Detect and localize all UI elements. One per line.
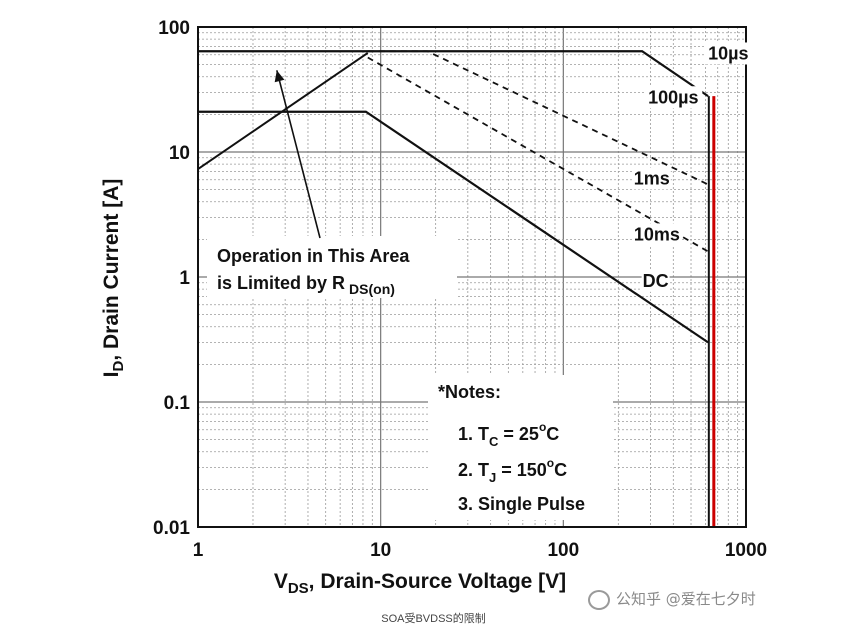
figure-caption: SOA受BVDSS的限制 — [381, 613, 486, 625]
y-tick-label: 10 — [169, 143, 190, 164]
annotation-box: Operation in This Area is Limited by R DS… — [217, 246, 410, 297]
x-tick-label: 1000 — [725, 540, 767, 561]
note-item-3: 3. Single Pulse — [458, 494, 585, 514]
y-axis-title: ID, Drain Current [A] — [100, 179, 127, 378]
watermark: 公知乎 @爱在七夕时 — [588, 588, 756, 610]
y-tick-label: 1 — [179, 268, 190, 289]
curve-labels: 10µs 100µs 1ms 10ms DC — [632, 42, 753, 292]
plot-border — [197, 26, 747, 528]
curve-label: 1ms — [634, 168, 670, 188]
curve-label: 10µs — [708, 43, 748, 63]
curve-label: 100µs — [648, 87, 698, 107]
annotation-background — [207, 236, 457, 298]
annotation-line1: Operation in This Area — [217, 246, 410, 266]
grid-lines — [197, 27, 746, 528]
note-item-1: 1. TC = 25oC — [458, 420, 559, 449]
series-line-rdson — [197, 52, 369, 170]
annotation-line2-main: is Limited by R — [217, 273, 345, 293]
curve-label: DC — [643, 271, 669, 291]
x-axis-title: VDS, Drain-Source Voltage [V] — [274, 570, 566, 597]
note-item-2: 2. TJ = 150oC — [458, 456, 567, 485]
y-tick-label: 100 — [158, 18, 190, 39]
y-tick-label: 0.1 — [164, 393, 191, 414]
y-tick-label: 0.01 — [153, 518, 190, 539]
plot-frame — [197, 26, 747, 528]
annotation-arrow-head-icon — [274, 70, 285, 83]
curve-label-background — [632, 223, 681, 246]
curve-label-background — [644, 86, 703, 109]
x-tick-label: 1 — [193, 540, 204, 561]
curve-label-background — [641, 269, 670, 292]
curve-label: 10ms — [634, 224, 680, 244]
curve-label-background — [704, 42, 753, 65]
soa-chart: 1 10 100 1000 0.01 0.1 1 10 100 10µs 100µs 1ms 10ms… — [100, 18, 767, 597]
x-tick-label: 10 — [370, 540, 391, 561]
watermark-text: 公知乎 @爱在七夕时 — [616, 590, 756, 608]
notes-box: *Notes: 1. TC = 25oC 2. TJ = 150oC 3. Si… — [438, 382, 585, 514]
notes-background — [428, 375, 613, 520]
series-line-dc — [198, 110, 709, 344]
series-line-10s — [198, 50, 709, 98]
annotation-line2: is Limited by R DS(on) — [217, 273, 395, 297]
tick-labels: 1 10 100 1000 0.01 0.1 1 10 100 — [153, 18, 767, 561]
x-tick-label: 100 — [547, 540, 579, 561]
series-lines — [197, 50, 716, 527]
annotation-arrow-line — [276, 70, 321, 239]
notes-title: *Notes: — [438, 382, 501, 402]
series-line-100s — [367, 50, 709, 186]
zhihu-logo-icon — [588, 589, 610, 610]
annotation-line2-sub: DS(on) — [349, 281, 395, 297]
curve-label-background — [632, 167, 671, 190]
